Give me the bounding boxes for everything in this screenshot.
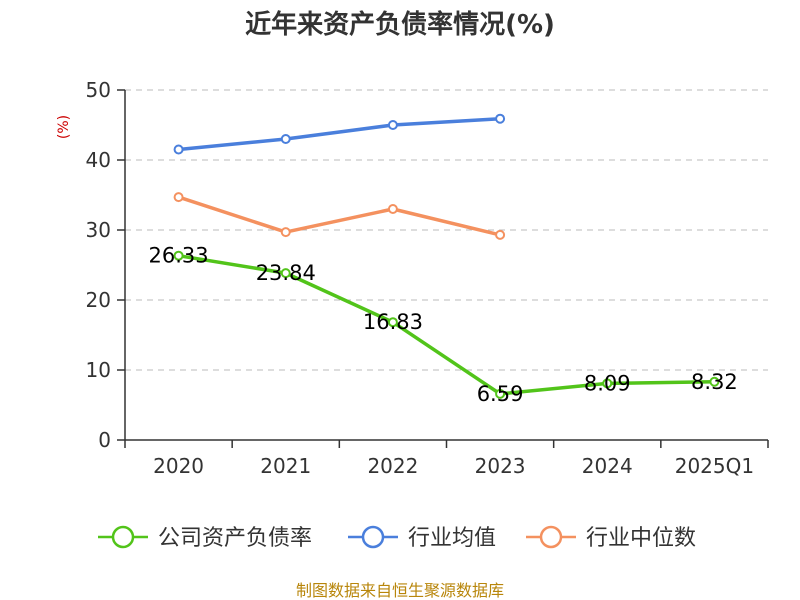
data-label: 8.32 [691,370,738,394]
data-point-industry_avg [495,113,506,124]
data-point-company [495,388,506,399]
data-label: 26.33 [149,244,209,268]
y-tick-label: 40 [86,148,111,172]
legend-swatch-marker [539,525,563,549]
series-line-company [178,253,715,396]
data-labels: 26.33 23.84 16.83 6.59 8.09 8.32 [149,244,738,406]
legend-label: 公司资产负债率 [158,526,312,551]
data-point-industry_median [495,229,506,240]
legend-swatch-marker [361,525,385,549]
data-point-company [709,376,720,387]
y-tick-label: 10 [86,358,111,382]
data-label: 6.59 [477,382,524,406]
x-tick-label: 2024 [582,454,633,478]
legend-item-company: 公司资产负债率 [98,525,312,551]
series-group [173,113,720,399]
y-tick-label: 20 [86,288,111,312]
data-point-industry_avg [280,134,291,144]
y-tick-label: 0 [98,428,111,452]
source-note: 制图数据来自恒生聚源数据库 [296,581,504,600]
chart-title: 近年来资产负债率情况(%) [245,9,555,40]
x-tick-label: 2023 [475,454,526,478]
y-axis-label: (%) [56,115,72,139]
data-label: 8.09 [584,371,631,395]
data-point-industry_median [387,204,398,214]
data-point-company [602,378,613,389]
data-label: 16.83 [363,310,423,334]
series-line-industry_avg [178,116,501,152]
legend-swatch-marker [111,525,135,549]
y-tick-label: 30 [86,218,111,242]
x-tick-label: 2021 [260,454,311,478]
axes: 0 10 20 30 40 50 2020 2021 2022 2023 2024 2025Q1 [86,78,769,478]
legend-label: 行业均值 [408,526,496,551]
legend-item-industry_median: 行业中位数 [526,525,696,551]
x-tick-label: 2022 [367,454,418,478]
x-tick-label: 2020 [153,454,204,478]
data-point-industry_avg [387,120,398,130]
data-label: 23.84 [256,261,316,285]
legend-label: 行业中位数 [586,526,696,551]
legend: 公司资产负债率 行业均值 行业中位数 [98,525,696,551]
data-point-industry_median [173,192,184,203]
grid-lines [125,89,768,371]
data-point-company [387,317,398,328]
data-point-company [280,268,291,279]
legend-item-industry_avg: 行业均值 [348,525,496,551]
y-tick-label: 50 [86,78,111,102]
data-point-company [173,250,184,261]
x-tick-label: 2025Q1 [675,454,754,478]
data-point-industry_median [280,227,291,238]
series-line-industry_median [178,195,501,237]
data-point-industry_avg [173,144,184,155]
